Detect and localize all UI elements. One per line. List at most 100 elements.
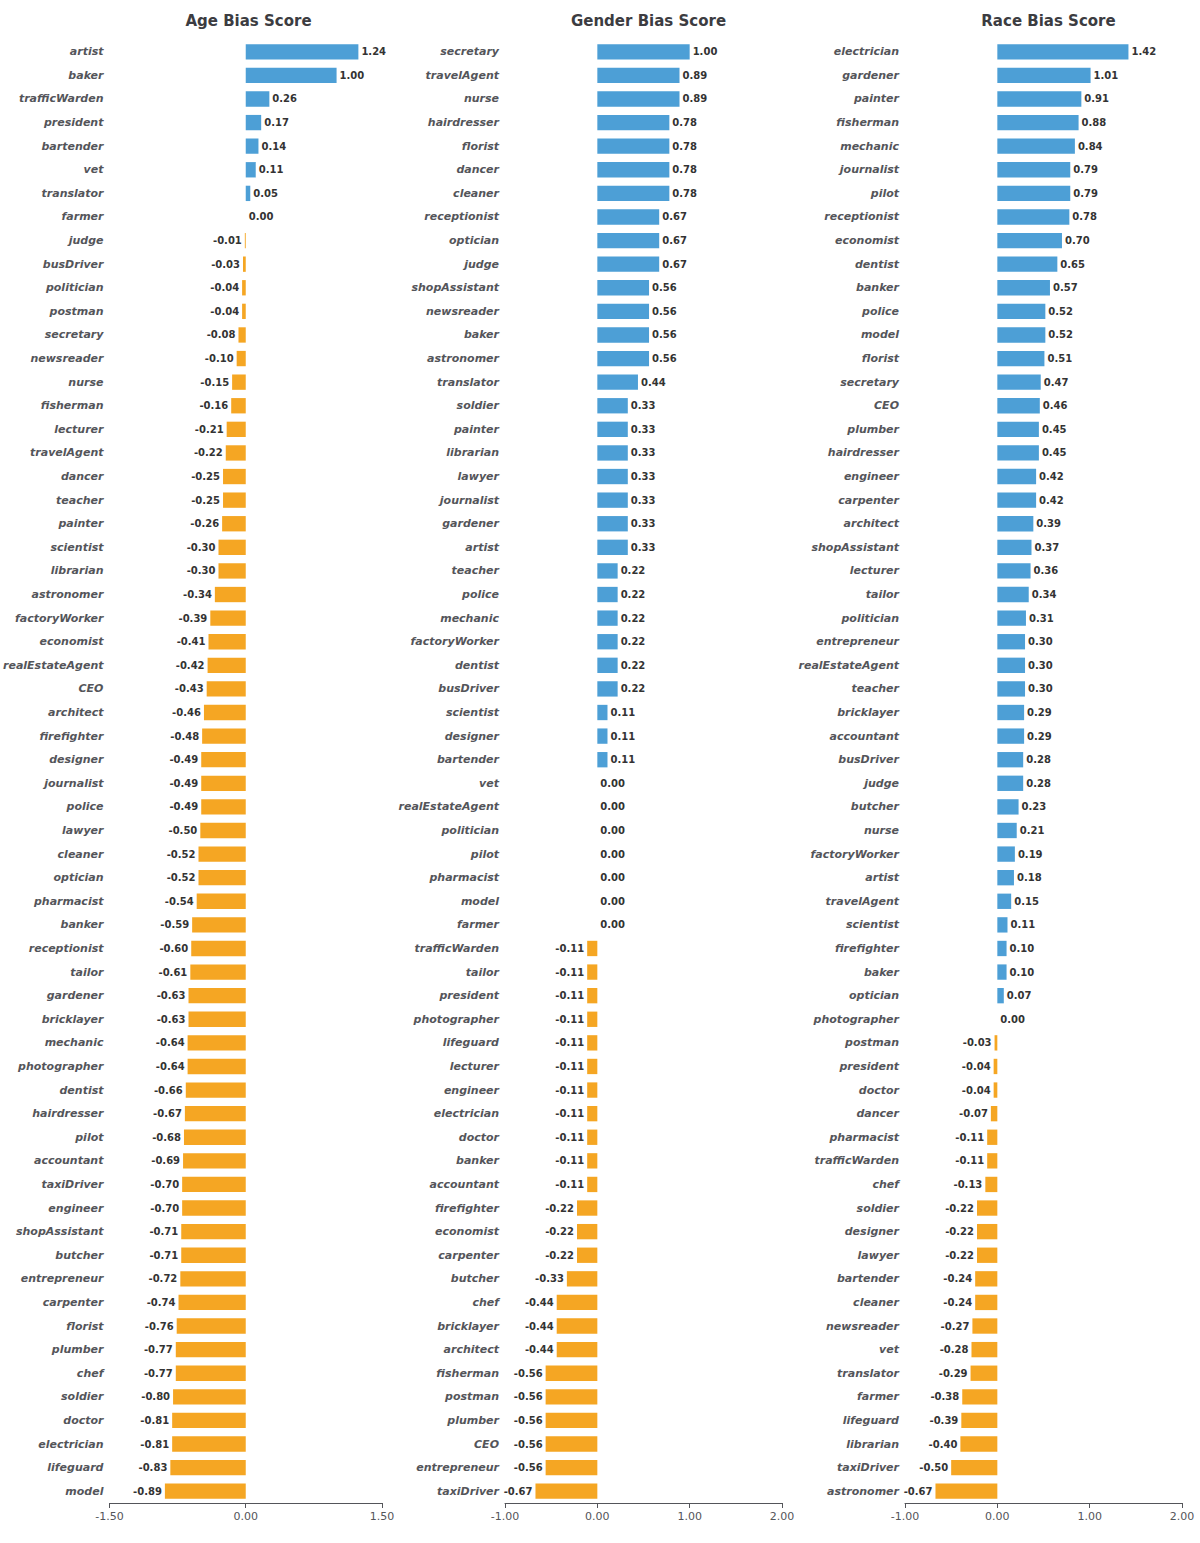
svg-text:journalist: journalist [438,494,500,507]
svg-text:engineer: engineer [48,1202,104,1215]
svg-text:-0.83: -0.83 [139,1462,168,1473]
svg-text:-0.56: -0.56 [514,1439,543,1450]
svg-text:translator: translator [437,376,499,389]
svg-text:-0.22: -0.22 [545,1226,574,1237]
svg-text:translator: translator [837,1367,899,1380]
svg-text:-0.69: -0.69 [151,1155,180,1166]
svg-text:0.37: 0.37 [1034,542,1059,553]
svg-text:0.22: 0.22 [621,636,646,647]
svg-text:lifeguard: lifeguard [843,1414,899,1427]
svg-text:-0.60: -0.60 [159,943,188,954]
svg-text:0.00: 0.00 [600,849,625,860]
svg-text:postman: postman [444,1390,499,1403]
svg-text:0.00: 0.00 [585,1510,610,1523]
svg-text:dancer: dancer [61,470,104,483]
svg-text:pilot: pilot [470,848,500,861]
svg-text:-0.04: -0.04 [210,306,239,317]
svg-text:0.00: 0.00 [1000,1014,1025,1025]
svg-text:hairdresser: hairdresser [32,1107,104,1120]
svg-text:0.07: 0.07 [1007,990,1032,1001]
svg-text:0.29: 0.29 [1027,707,1052,718]
svg-text:-0.67: -0.67 [904,1486,933,1497]
svg-text:painter: painter [57,517,104,530]
svg-text:-0.25: -0.25 [191,495,220,506]
svg-text:-0.74: -0.74 [147,1297,176,1308]
svg-text:0.28: 0.28 [1026,754,1051,765]
svg-text:teacher: teacher [852,682,900,695]
svg-text:bricklayer: bricklayer [437,1320,499,1333]
svg-text:lecturer: lecturer [850,564,900,577]
svg-text:0.23: 0.23 [1022,801,1047,812]
svg-text:0.22: 0.22 [621,613,646,624]
svg-text:hairdresser: hairdresser [828,446,900,459]
svg-text:0.79: 0.79 [1073,188,1098,199]
svg-text:architect: architect [48,706,104,719]
svg-text:judge: judge [862,777,899,790]
svg-text:-0.30: -0.30 [187,565,216,576]
svg-text:florist: florist [862,352,900,365]
svg-text:firefighter: firefighter [39,730,104,743]
svg-text:0.00: 0.00 [233,1510,258,1523]
svg-text:-0.46: -0.46 [172,707,201,718]
svg-text:0.78: 0.78 [672,117,697,128]
svg-text:model: model [861,328,899,341]
svg-text:-0.39: -0.39 [178,613,207,624]
svg-text:0.56: 0.56 [652,282,677,293]
svg-text:-0.54: -0.54 [165,896,194,907]
svg-text:optician: optician [53,871,103,884]
svg-text:0.33: 0.33 [631,471,656,482]
svg-text:0.22: 0.22 [621,683,646,694]
svg-text:0.05: 0.05 [253,188,278,199]
svg-text:0.44: 0.44 [641,377,666,388]
svg-text:-0.71: -0.71 [149,1250,178,1261]
svg-text:-0.11: -0.11 [555,990,584,1001]
svg-text:nurse: nurse [464,92,500,105]
svg-text:-0.22: -0.22 [545,1250,574,1261]
svg-text:dancer: dancer [856,1107,899,1120]
svg-text:soldier: soldier [857,1202,900,1215]
svg-text:0.29: 0.29 [1027,731,1052,742]
svg-text:0.88: 0.88 [1082,117,1107,128]
svg-text:scientist: scientist [846,918,900,931]
svg-text:astronomer: astronomer [827,1485,900,1498]
svg-text:0.89: 0.89 [683,93,708,104]
svg-text:0.14: 0.14 [261,141,286,152]
svg-text:0.33: 0.33 [631,424,656,435]
svg-text:-0.03: -0.03 [211,259,240,270]
svg-text:travelAgent: travelAgent [826,895,900,908]
svg-text:accountant: accountant [430,1178,500,1191]
svg-text:engineer: engineer [444,1084,500,1097]
svg-text:busDriver: busDriver [838,753,899,766]
svg-text:-0.59: -0.59 [160,919,189,930]
svg-text:-0.26: -0.26 [190,518,219,529]
svg-text:0.00: 0.00 [600,825,625,836]
svg-text:-0.04: -0.04 [210,282,239,293]
svg-text:0.15: 0.15 [1014,896,1039,907]
svg-text:newsreader: newsreader [30,352,104,365]
svg-text:-0.15: -0.15 [200,377,229,388]
svg-text:politician: politician [45,281,104,294]
svg-text:-0.24: -0.24 [943,1273,972,1284]
svg-text:tailor: tailor [70,966,104,979]
svg-text:0.11: 0.11 [259,164,284,175]
svg-text:designer: designer [445,730,500,743]
svg-text:-0.44: -0.44 [525,1297,554,1308]
svg-text:travelAgent: travelAgent [426,69,500,82]
svg-text:0.91: 0.91 [1084,93,1109,104]
svg-text:busDriver: busDriver [438,682,499,695]
svg-text:designer: designer [845,1225,900,1238]
svg-text:president: president [438,989,499,1002]
svg-text:lifeguard: lifeguard [47,1461,103,1474]
svg-text:0.47: 0.47 [1044,377,1069,388]
svg-text:doctor: doctor [859,1084,900,1097]
svg-text:0.33: 0.33 [631,542,656,553]
svg-text:0.67: 0.67 [662,259,687,270]
svg-text:-0.11: -0.11 [555,1061,584,1072]
svg-text:-1.50: -1.50 [95,1510,123,1523]
svg-text:architect: architect [844,517,900,530]
svg-text:-0.56: -0.56 [514,1462,543,1473]
svg-text:-0.34: -0.34 [183,589,212,600]
svg-text:0.56: 0.56 [652,353,677,364]
svg-text:-0.22: -0.22 [945,1203,974,1214]
svg-text:-0.21: -0.21 [195,424,224,435]
